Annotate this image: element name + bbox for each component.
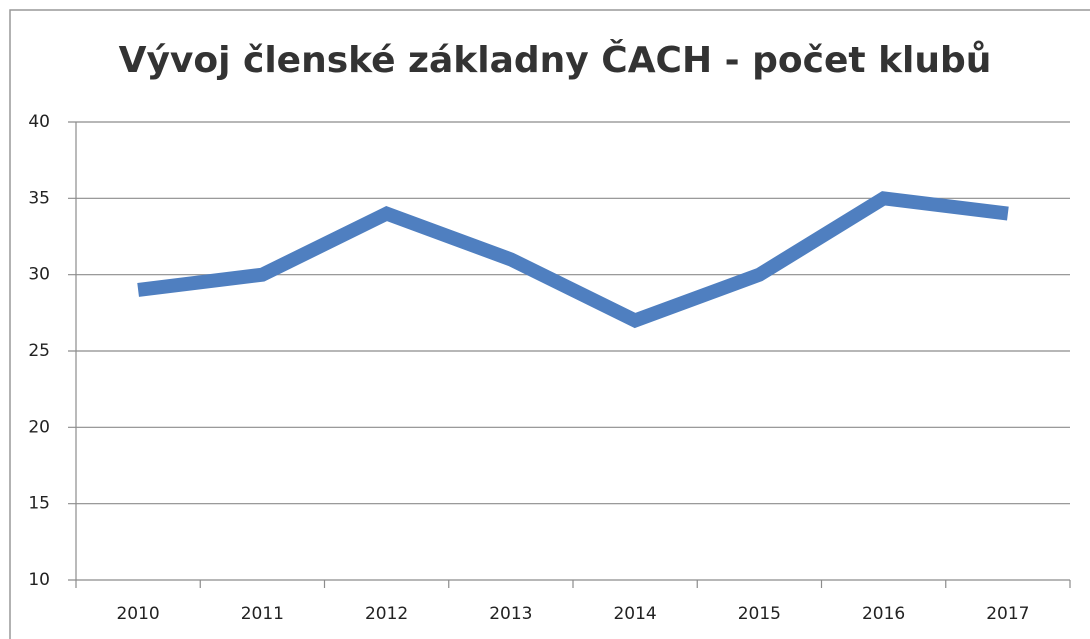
x-tick-label: 2014: [613, 604, 656, 624]
chart-frame: [9, 9, 1090, 639]
x-tick-label: 2017: [986, 604, 1029, 624]
y-tick-label: 30: [28, 265, 50, 285]
chart-title: Vývoj členské základny ČACH - počet klub…: [119, 39, 992, 81]
y-tick-label: 35: [28, 188, 50, 208]
y-tick-label: 15: [28, 494, 50, 514]
x-tick-label: 2011: [241, 604, 284, 624]
y-tick-label: 10: [28, 570, 50, 590]
y-tick-label: 40: [28, 112, 50, 132]
line-series: [137, 191, 1009, 329]
x-tick-label: 2015: [738, 604, 781, 624]
y-tick-label: 25: [28, 341, 50, 361]
x-tick-label: 2016: [862, 604, 905, 624]
x-tick-label: 2010: [116, 604, 159, 624]
y-tick-label: 20: [28, 417, 50, 437]
x-tick-label: 2012: [365, 604, 408, 624]
x-tick-label: 2013: [489, 604, 532, 624]
